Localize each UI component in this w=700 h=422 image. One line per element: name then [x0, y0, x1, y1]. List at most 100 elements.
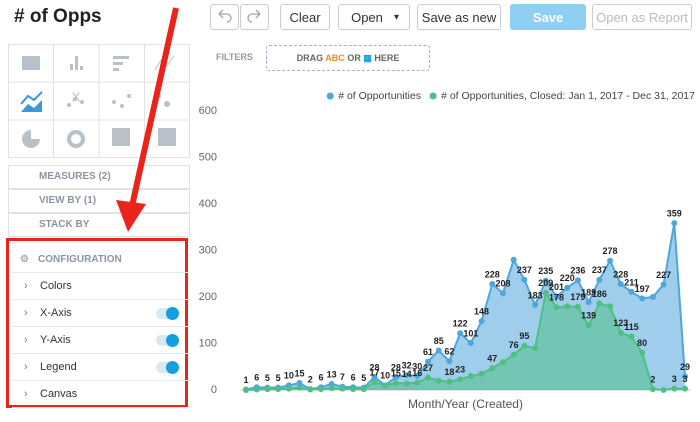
point: [639, 295, 646, 302]
open-as-report-button[interactable]: Open as Report: [592, 4, 692, 30]
view-by-section[interactable]: VIEW BY (1): [8, 189, 190, 213]
point: [296, 380, 303, 387]
point: [617, 280, 624, 287]
toggle[interactable]: [156, 361, 179, 374]
data-label: 359: [667, 208, 682, 218]
config-item-label: Y-Axis: [40, 334, 71, 346]
data-label: 3: [682, 374, 687, 384]
toggle[interactable]: [156, 307, 179, 320]
point: [478, 318, 485, 325]
point: [553, 304, 560, 311]
data-label: 47: [487, 354, 497, 364]
filter-drop-zone[interactable]: DRAG ABC OR ▦ HERE: [266, 45, 430, 71]
data-label: 183: [528, 290, 543, 300]
point: [532, 345, 539, 352]
toggle-knob: [166, 334, 179, 347]
data-label: 3: [672, 374, 677, 384]
point: [392, 373, 399, 380]
data-label: 6: [351, 373, 356, 383]
point: [307, 386, 314, 393]
point: [328, 380, 335, 387]
data-label: 278: [603, 246, 618, 256]
point: [392, 380, 399, 387]
data-label: 95: [519, 331, 529, 341]
config-item[interactable]: Canvas: [12, 381, 188, 408]
data-label: 29: [680, 362, 690, 372]
data-label: 148: [474, 307, 489, 317]
y-tick-label: 200: [199, 291, 217, 303]
point: [339, 385, 346, 392]
point: [649, 294, 656, 300]
point: [350, 386, 357, 393]
save-as-new-button[interactable]: Save as new: [417, 4, 501, 30]
legend-label: # of Opportunities, Closed: Jan 1, 2017 …: [441, 90, 695, 102]
point: [564, 284, 571, 291]
toggle[interactable]: [156, 334, 179, 347]
point: [660, 281, 667, 288]
data-label: 13: [327, 369, 337, 379]
point: [275, 386, 282, 393]
data-label: 101: [463, 328, 478, 338]
data-label: 1: [243, 375, 248, 385]
point: [403, 372, 410, 379]
point: [382, 382, 389, 389]
data-label: 201: [549, 282, 564, 292]
data-label: 7: [340, 372, 345, 382]
point: [425, 374, 432, 381]
toggle-knob: [166, 361, 179, 374]
x-axis-title: Month/Year (Created): [408, 397, 523, 411]
undo-redo[interactable]: [210, 4, 272, 30]
point: [682, 373, 688, 380]
data-label: 6: [318, 373, 323, 383]
point: [425, 358, 432, 365]
data-label: 179: [570, 292, 585, 302]
chart: 0 100 200 300 400 500 600 Month/Year (Created) 1…: [199, 90, 696, 411]
y-tick-label: 500: [199, 151, 217, 163]
config-item[interactable]: X-Axis: [12, 300, 188, 327]
point: [499, 359, 506, 366]
point: [317, 386, 324, 393]
report-title: # of Opps: [14, 6, 102, 27]
data-label: 30: [412, 361, 422, 371]
data-label: 32: [402, 360, 412, 370]
point: [489, 280, 496, 287]
point: [285, 385, 292, 392]
data-label: 208: [495, 279, 510, 289]
legend-marker: [429, 92, 437, 100]
point: [371, 373, 378, 380]
open-label: Open: [351, 10, 383, 25]
chart-type-picker[interactable]: X: [8, 44, 190, 158]
legend-marker: [326, 92, 334, 100]
config-item[interactable]: Colors: [12, 273, 188, 300]
data-label: 5: [265, 373, 270, 383]
point: [564, 303, 571, 310]
drop-hint: ABC: [325, 53, 345, 63]
point: [585, 322, 592, 329]
point: [639, 349, 646, 356]
point: [467, 340, 474, 347]
point: [617, 329, 624, 336]
data-label: 5: [361, 373, 366, 383]
open-button[interactable]: Open ▾: [338, 4, 410, 30]
config-item-label: Colors: [40, 280, 72, 292]
y-tick-label: 300: [199, 244, 217, 256]
config-item[interactable]: Legend: [12, 354, 188, 381]
y-tick-label: 400: [199, 198, 217, 210]
area: [246, 292, 685, 390]
clear-button[interactable]: Clear: [280, 4, 330, 30]
measures-section[interactable]: MEASURES (2): [8, 165, 190, 189]
point: [628, 288, 635, 295]
point: [264, 386, 271, 393]
data-label: 80: [637, 338, 647, 348]
svg-text:X: X: [72, 89, 81, 104]
configuration-header[interactable]: ⚙ CONFIGURATION: [12, 246, 188, 273]
drop-hint: DRAG: [296, 53, 324, 63]
point: [489, 365, 496, 372]
point: [510, 351, 517, 358]
point: [446, 378, 453, 385]
save-button[interactable]: Save: [510, 4, 586, 30]
drop-hint: HERE: [374, 53, 400, 63]
config-item[interactable]: Y-Axis: [12, 327, 188, 354]
stack-by-section[interactable]: STACK BY: [8, 213, 190, 237]
